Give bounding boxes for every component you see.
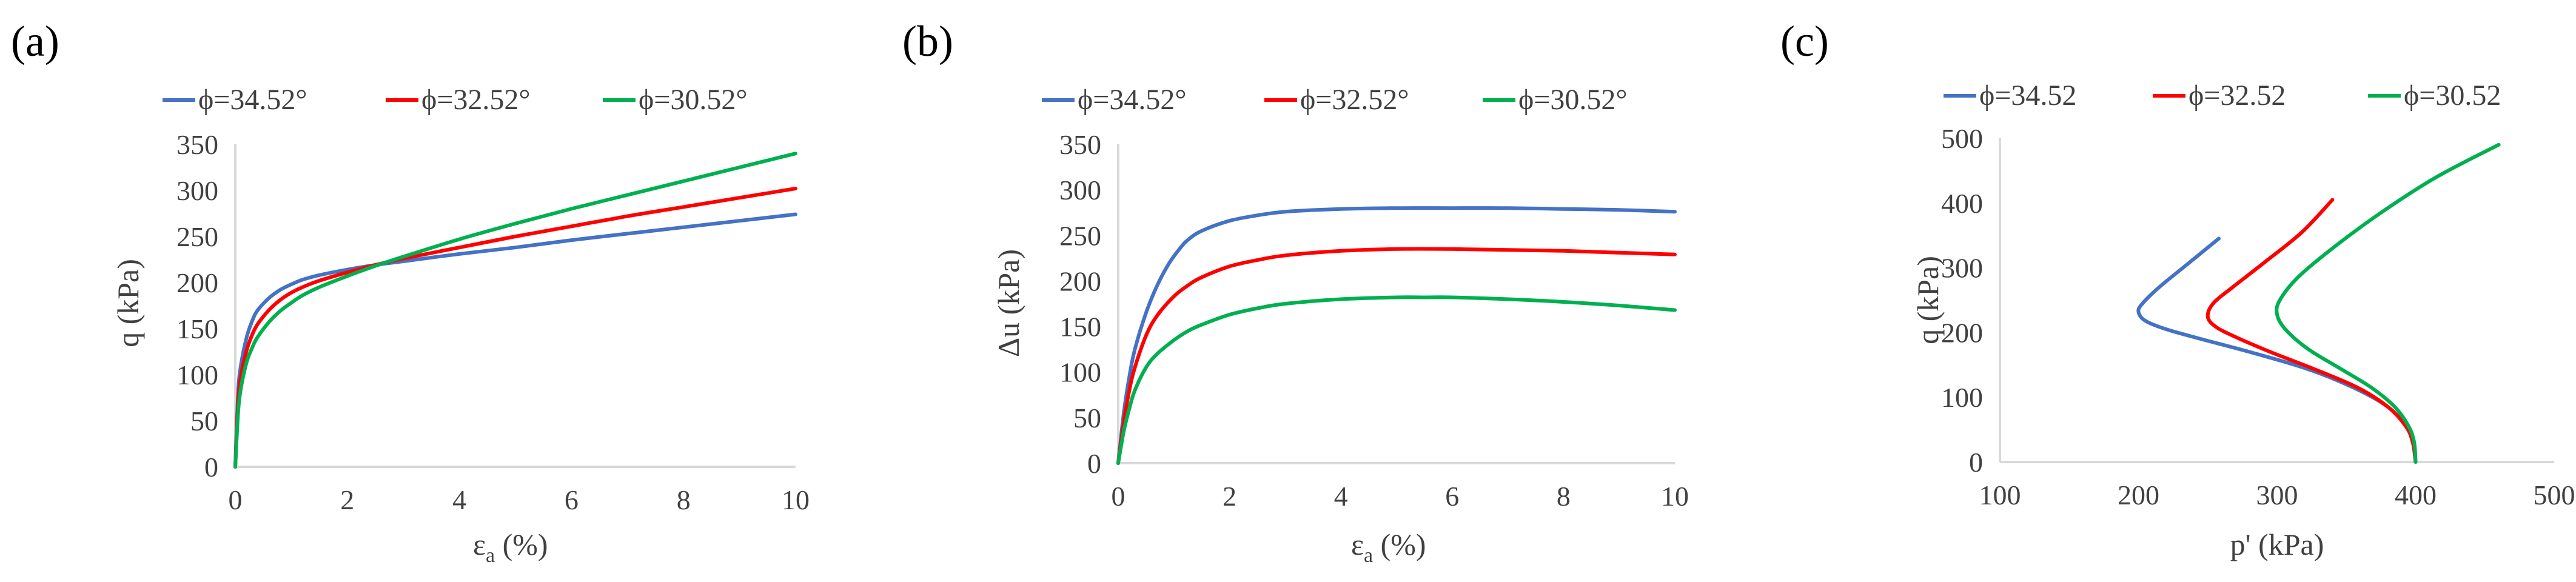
y-tick-label: 300 xyxy=(176,175,218,206)
y-tick-label: 50 xyxy=(1073,403,1101,433)
y-tick-label: 0 xyxy=(1087,448,1101,479)
x-axis-title-sub: a xyxy=(1364,544,1373,567)
x-tick-label: 200 xyxy=(2118,480,2159,510)
x-tick-label: 6 xyxy=(565,484,579,515)
x-axis-title-tail: (%) xyxy=(495,527,548,561)
x-ticks: 100 200 300 400 500 xyxy=(1979,480,2575,510)
legend-item-3: ϕ=30.52° xyxy=(603,84,748,116)
x-tick-label: 4 xyxy=(1334,481,1348,512)
plot-area xyxy=(233,152,797,469)
legend-item-3: ϕ=30.52° xyxy=(1483,84,1628,116)
legend: ϕ=34.52° ϕ=32.52° ϕ=30.52° xyxy=(1042,84,1628,116)
series-line-1 xyxy=(233,212,797,469)
plot-area xyxy=(2136,142,2501,464)
panel-label: (b) xyxy=(902,17,953,65)
legend-label-2: ϕ=32.52° xyxy=(421,84,531,116)
y-tick-label: 150 xyxy=(176,313,218,344)
x-tick-label: 2 xyxy=(1223,481,1236,512)
x-tick-label: 0 xyxy=(1112,481,1125,512)
panel-a: (a) ϕ=34.52° ϕ=32.52° ϕ=30.52° 050100150… xyxy=(11,17,810,567)
x-tick-label: 10 xyxy=(1661,481,1689,512)
series-line-3 xyxy=(2275,142,2501,464)
y-tick-label: 0 xyxy=(1969,447,1983,478)
x-axis-title-sub: a xyxy=(486,544,495,567)
legend-item-1: ϕ=34.52° xyxy=(163,84,307,116)
y-tick-label: 100 xyxy=(1941,382,1983,413)
series-line-1 xyxy=(1116,206,1677,465)
y-tick-label: 250 xyxy=(1059,220,1101,251)
y-tick-label: 300 xyxy=(1941,253,1983,284)
x-tick-label: 0 xyxy=(229,484,243,515)
series-line-2 xyxy=(233,187,797,469)
y-tick-label: 100 xyxy=(176,360,218,390)
panel-c: (c) ϕ=34.52 ϕ=32.52 ϕ=30.52 010020030040… xyxy=(1780,17,2575,561)
x-tick-label: 4 xyxy=(452,484,466,515)
y-tick-label: 200 xyxy=(176,267,218,298)
x-tick-label: 2 xyxy=(340,484,354,515)
x-ticks: 0 2 4 6 8 10 xyxy=(229,484,810,515)
series-line-3 xyxy=(1116,295,1677,465)
x-axis-title: εa (%) xyxy=(1351,527,1426,567)
x-axis-title-tail: (%) xyxy=(1373,527,1426,561)
y-axis-title: Δu (kPa) xyxy=(991,249,1025,357)
x-tick-label: 10 xyxy=(782,484,810,515)
legend-label-2: ϕ=32.52 xyxy=(2189,79,2286,112)
panel-label: (a) xyxy=(11,17,59,65)
series-line-2 xyxy=(1116,247,1677,465)
y-tick-label: 0 xyxy=(204,452,218,483)
x-tick-label: 100 xyxy=(1979,480,2021,510)
x-tick-label: 300 xyxy=(2256,480,2298,510)
panel-label: (c) xyxy=(1780,17,1829,65)
y-tick-label: 150 xyxy=(1059,312,1101,343)
legend: ϕ=34.52 ϕ=32.52 ϕ=30.52 xyxy=(1944,79,2501,112)
series-line-2 xyxy=(2205,198,2418,464)
legend-item-2: ϕ=32.52 xyxy=(2153,79,2286,112)
x-axis-title-main: ε xyxy=(473,527,486,561)
x-axis-title: εa (%) xyxy=(473,527,548,567)
y-tick-label: 250 xyxy=(176,221,218,252)
legend: ϕ=34.52° ϕ=32.52° ϕ=30.52° xyxy=(163,84,748,116)
legend-label-3: ϕ=30.52 xyxy=(2404,79,2501,112)
x-axis-title-main: ε xyxy=(1351,527,1364,561)
legend-label-1: ϕ=34.52° xyxy=(198,84,307,116)
x-tick-label: 500 xyxy=(2534,480,2575,510)
series-line-3 xyxy=(233,152,797,469)
y-axis-title: q (kPa) xyxy=(1911,256,1945,344)
legend-item-2: ϕ=32.52° xyxy=(386,84,531,116)
y-tick-label: 350 xyxy=(176,129,218,160)
y-tick-label: 200 xyxy=(1941,317,1983,348)
y-tick-label: 300 xyxy=(1059,175,1101,206)
x-tick-label: 6 xyxy=(1445,481,1459,512)
legend-label-3: ϕ=30.52° xyxy=(639,84,748,116)
y-ticks: 0 50 100 150 200 250 300 350 xyxy=(176,129,218,483)
legend-label-1: ϕ=34.52 xyxy=(1979,79,2076,112)
legend-label-2: ϕ=32.52° xyxy=(1300,84,1409,116)
legend-label-3: ϕ=30.52° xyxy=(1518,84,1628,116)
y-tick-label: 350 xyxy=(1059,129,1101,160)
legend-label-1: ϕ=34.52° xyxy=(1078,84,1187,116)
y-axis-title: q (kPa) xyxy=(111,259,145,347)
x-ticks: 0 2 4 6 8 10 xyxy=(1112,481,1689,512)
panel-b: (b) ϕ=34.52° ϕ=32.52° ϕ=30.52° 050100150… xyxy=(902,17,1689,567)
legend-item-3: ϕ=30.52 xyxy=(2368,79,2501,112)
y-tick-label: 200 xyxy=(1059,266,1101,296)
legend-item-1: ϕ=34.52 xyxy=(1944,79,2076,112)
x-tick-label: 400 xyxy=(2395,480,2437,510)
y-ticks: 0 100 200 300 400 500 xyxy=(1941,123,1983,478)
y-tick-label: 400 xyxy=(1941,188,1983,219)
x-tick-label: 8 xyxy=(1557,481,1571,512)
legend-item-2: ϕ=32.52° xyxy=(1264,84,1409,116)
y-tick-label: 50 xyxy=(190,406,218,436)
y-ticks: 0 50 100 150 200 250 300 350 xyxy=(1059,129,1101,479)
y-tick-label: 100 xyxy=(1059,357,1101,388)
series-line-1 xyxy=(2136,236,2418,464)
x-axis-title: p' (kPa) xyxy=(2230,527,2324,561)
y-tick-label: 500 xyxy=(1941,123,1983,154)
legend-item-1: ϕ=34.52° xyxy=(1042,84,1187,116)
plot-area xyxy=(1116,206,1677,465)
x-tick-label: 8 xyxy=(677,484,691,515)
